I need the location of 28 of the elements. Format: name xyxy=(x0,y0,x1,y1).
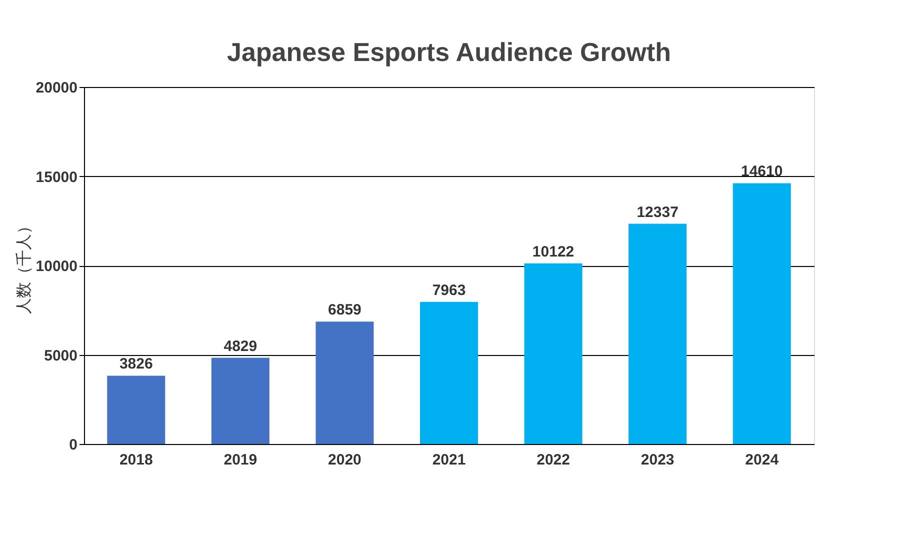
data-label: 7963 xyxy=(432,282,466,299)
data-label: 14610 xyxy=(741,163,783,180)
bar xyxy=(211,358,270,444)
y-tick-label: 15000 xyxy=(36,168,78,186)
bar xyxy=(316,322,374,444)
y-tick-label: 20000 xyxy=(36,80,78,96)
bar xyxy=(628,224,687,444)
x-tick-label: 2024 xyxy=(745,452,780,468)
x-tick-label: 2018 xyxy=(119,452,153,468)
x-tick-label: 2021 xyxy=(432,452,466,468)
bar xyxy=(524,263,582,444)
x-tick-label: 2019 xyxy=(224,452,258,468)
chart-title: Japanese Esports Audience Growth xyxy=(226,37,672,67)
x-tick-label: 2022 xyxy=(536,452,570,468)
y-tick-label: 5000 xyxy=(44,347,78,364)
x-tick-label: 2020 xyxy=(328,452,362,468)
data-label: 4829 xyxy=(224,338,258,355)
x-tick-label: 2023 xyxy=(640,452,674,468)
data-label: 6859 xyxy=(328,302,362,319)
y-axis-title: 人数（千人） xyxy=(14,218,33,314)
bar xyxy=(420,302,478,444)
bar xyxy=(732,183,791,444)
data-label: 12337 xyxy=(636,204,678,221)
y-tick-label: 10000 xyxy=(36,258,78,275)
data-label: 3826 xyxy=(119,356,153,373)
data-label: 10122 xyxy=(532,243,574,260)
y-tick-label: 0 xyxy=(69,436,78,454)
bar xyxy=(107,376,166,444)
